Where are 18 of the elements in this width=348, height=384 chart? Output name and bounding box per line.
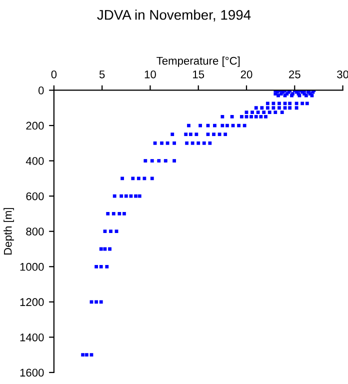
y-tick-label: 1600 [20,368,44,377]
x-tick-label: 25 [289,70,300,78]
y-tick-label: 400 [26,157,44,165]
y-tick-label: 1000 [20,262,44,271]
x-tick-label: 0 [51,70,57,78]
x-tick-label: 5 [99,70,105,78]
x-axis-title: Temperature [°C] [156,56,240,67]
chart-title: JDVA in November, 1994 [97,10,251,22]
y-tick-label: 1400 [20,333,44,342]
x-tick-label: 15 [193,70,204,78]
y-tick-label: 600 [26,192,44,200]
y-tick-label: 1200 [20,298,44,306]
x-tick-label: 10 [144,70,156,78]
y-tick-label: 0 [38,86,44,94]
y-axis-title: Depth [m] [4,208,14,255]
y-tick-label: 800 [26,228,44,236]
y-tick-label: 200 [26,122,44,130]
x-tick-label: 20 [240,70,252,78]
